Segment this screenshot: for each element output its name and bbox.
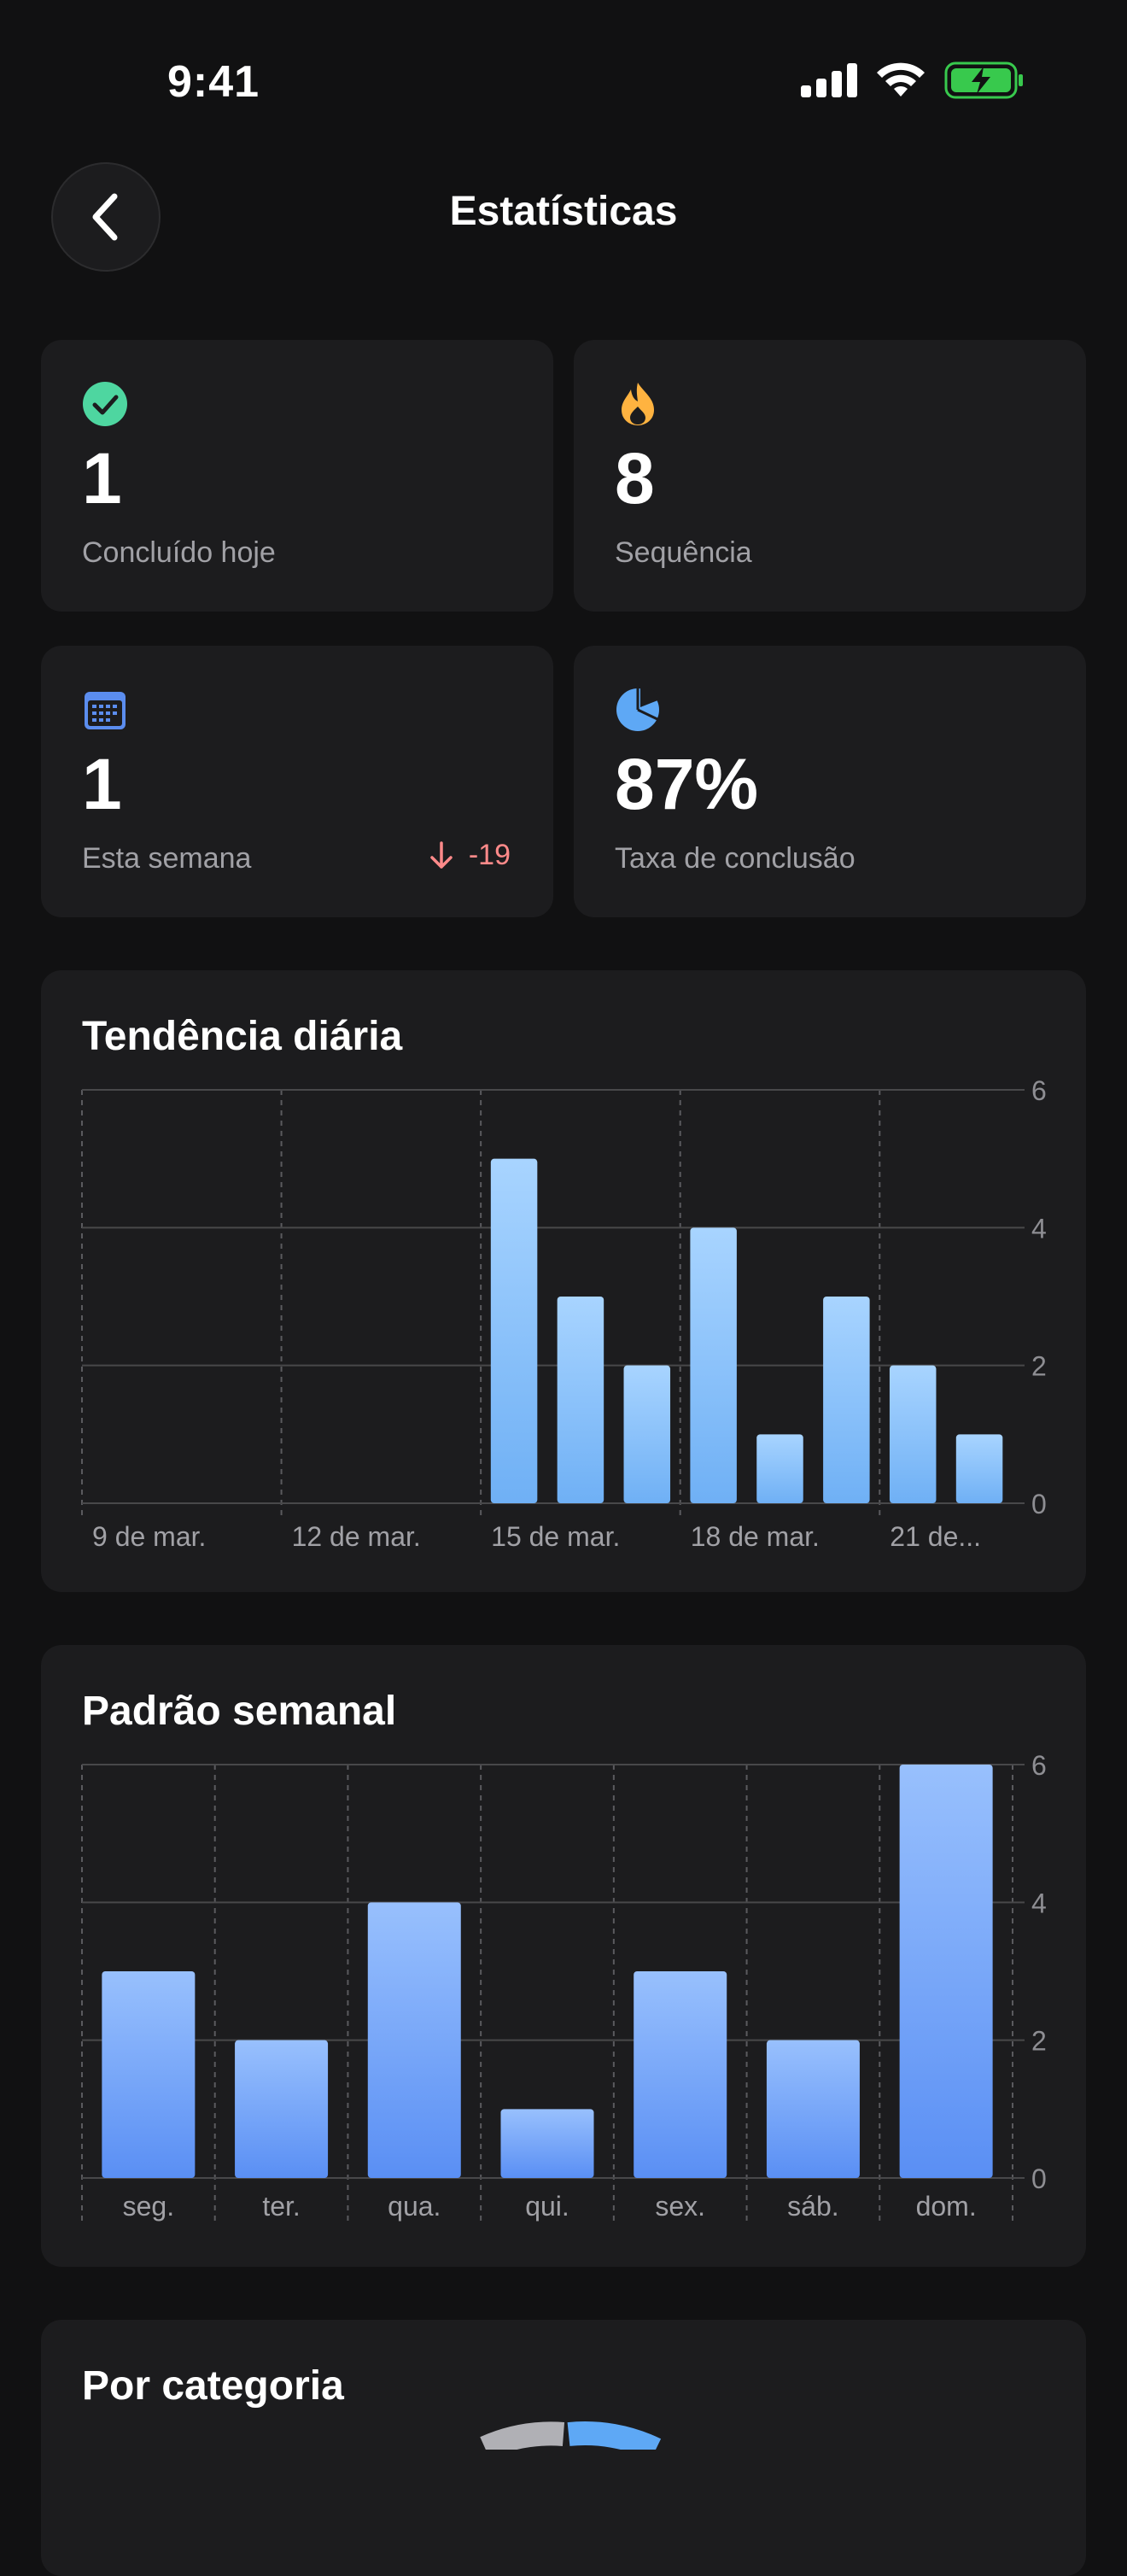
pie-icon <box>616 687 660 731</box>
weekly-y-tick: 2 <box>1031 2026 1047 2057</box>
weekly-x-label: sex. <box>655 2191 705 2222</box>
weekly-x-label: dom. <box>916 2191 977 2222</box>
stat-label: Concluído hoje <box>82 536 276 569</box>
weekly-bar <box>634 1971 727 2178</box>
check-circle-icon <box>83 382 127 426</box>
weekly-bar <box>500 2109 594 2178</box>
arrow-down-icon <box>430 840 453 869</box>
daily-bar <box>955 1434 1003 1503</box>
weekly-y-tick: 4 <box>1031 1888 1047 1918</box>
stat-value: 8 <box>615 438 655 518</box>
stat-value: 1 <box>82 438 122 518</box>
weekly-bar <box>899 1765 993 2178</box>
daily-x-label: 18 de mar. <box>691 1521 820 1552</box>
daily-y-tick: 2 <box>1031 1351 1047 1382</box>
daily-y-tick: 4 <box>1031 1213 1047 1244</box>
daily-x-label: 12 de mar. <box>292 1521 421 1552</box>
weekly-x-label: sáb. <box>787 2191 838 2222</box>
daily-y-tick: 6 <box>1031 1075 1047 1106</box>
daily-bar <box>889 1365 937 1503</box>
back-button[interactable] <box>51 162 161 272</box>
weekly-y-tick: 0 <box>1031 2163 1047 2194</box>
daily-x-label: 9 de mar. <box>92 1521 206 1552</box>
weekly-bar <box>367 1902 461 2178</box>
weekly-bar <box>102 1971 196 2178</box>
weekly-bar <box>766 2040 860 2178</box>
status-bar: 9:41 <box>0 0 1127 162</box>
daily-bar <box>756 1434 803 1503</box>
navigation-bar: Estatísticas <box>0 162 1127 273</box>
daily-x-label: 21 de... <box>890 1521 981 1552</box>
status-icons <box>801 61 1025 99</box>
stat-label: Sequência <box>615 536 752 569</box>
battery-icon <box>944 61 1023 99</box>
signal-icon <box>801 63 857 97</box>
weekly-y-tick: 6 <box>1031 1750 1047 1781</box>
daily-trend-chart: 6 4 2 0 9 de mar. 12 de mar. 15 de mar. 18 de m… <box>81 1075 1047 1552</box>
daily-trend-card: Tendência diária 6 4 2 0 9 de mar. 12 de mar.… <box>41 970 1086 1592</box>
stat-delta-value: -19 <box>468 839 511 871</box>
calendar-icon <box>85 692 126 729</box>
stat-card-streak: 8 Sequência <box>574 340 1086 612</box>
daily-bar <box>690 1227 737 1503</box>
daily-x-label: 15 de mar. <box>491 1521 620 1552</box>
category-donut-chart <box>480 2421 662 2450</box>
stat-label: Taxa de conclusão <box>615 842 855 875</box>
weekly-x-label: seg. <box>123 2191 174 2222</box>
category-slice <box>567 2421 662 2450</box>
stat-value: 87% <box>615 744 759 824</box>
daily-bar <box>823 1297 870 1503</box>
weekly-x-label: ter. <box>262 2191 300 2222</box>
wifi-icon <box>877 62 925 97</box>
weekly-bar <box>235 2040 329 2178</box>
stat-label: Esta semana <box>82 842 252 875</box>
stat-value: 1 <box>82 744 122 824</box>
chevron-left-icon <box>92 193 118 241</box>
weekly-pattern-chart: 6 4 2 0 seg. ter. qua. qui. sex. sáb. dom. <box>81 1750 1047 2222</box>
page-title: Estatísticas <box>449 189 678 234</box>
daily-bar <box>557 1297 604 1503</box>
stat-card-completion-rate: 87% Taxa de conclusão <box>574 646 1086 917</box>
category-title: Por categoria <box>82 2363 344 2409</box>
weekly-x-label: qui. <box>525 2191 569 2222</box>
weekly-pattern-title: Padrão semanal <box>82 1689 397 1734</box>
stat-delta: -19 <box>429 839 511 872</box>
daily-trend-title: Tendência diária <box>82 1014 403 1059</box>
category-card: Por categoria <box>41 2320 1086 2576</box>
daily-y-tick: 0 <box>1031 1489 1047 1519</box>
stat-card-this-week: 1 Esta semana -19 <box>41 646 553 917</box>
weekly-x-label: qua. <box>388 2191 441 2222</box>
category-slice <box>480 2421 565 2450</box>
status-time: 9:41 <box>167 57 260 107</box>
daily-bar <box>623 1365 671 1503</box>
weekly-pattern-card: Padrão semanal 6 4 2 0 seg. ter. qua. qui. sex. s… <box>41 1645 1086 2267</box>
daily-bar <box>490 1158 538 1503</box>
stat-card-completed-today: 1 Concluído hoje <box>41 340 553 612</box>
flame-icon <box>622 383 654 425</box>
